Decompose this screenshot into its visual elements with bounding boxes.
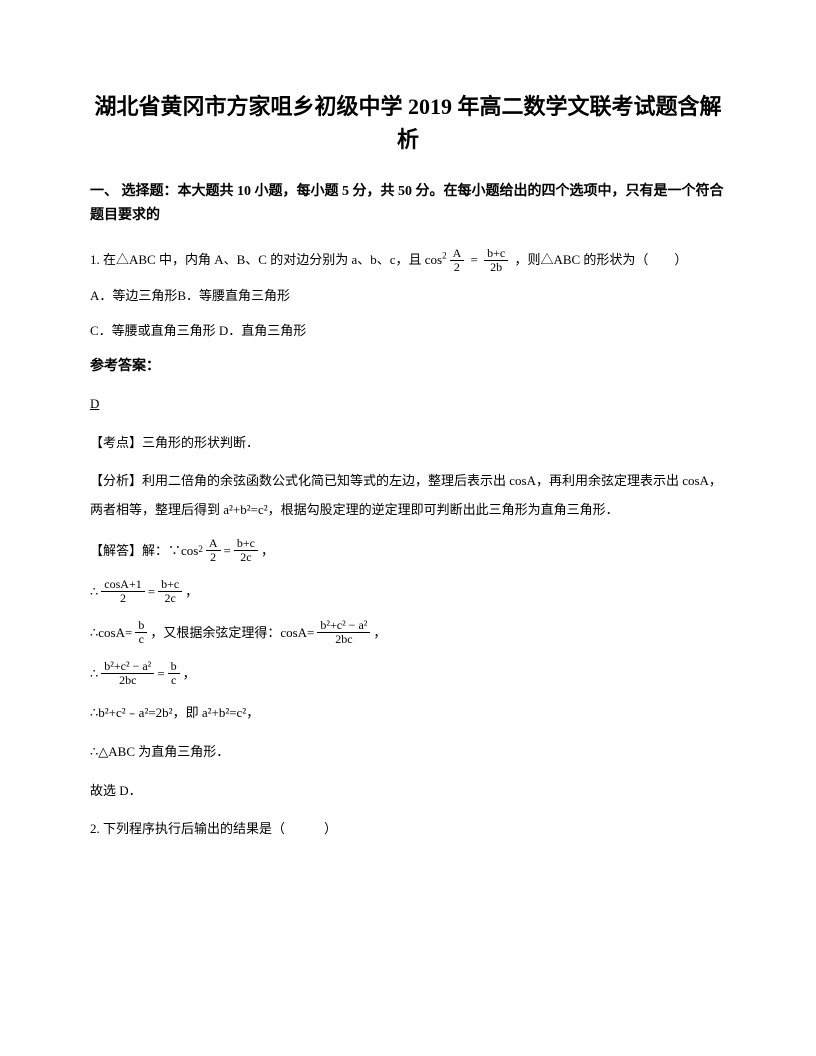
q1-sup1: 2 <box>442 250 447 260</box>
line3-mid: ，又根据余弦定理得：cosA= <box>150 617 314 648</box>
jieda-comma2: ， <box>185 576 198 607</box>
jieda-comma1: ， <box>261 535 274 566</box>
ans-jieda-line2: ∴ cosA+12 = b+c2c ， <box>90 576 726 607</box>
ans-jieda-line4: ∴ b²+c² − a²2bc = bc ， <box>90 658 726 689</box>
exam-title: 湖北省黄冈市方家咀乡初级中学 2019 年高二数学文联考试题含解析 <box>90 90 726 156</box>
jieda-comma3: ， <box>373 617 386 648</box>
jieda-frac2: b+c2c <box>234 537 258 564</box>
therefore2: ∴ <box>90 658 98 689</box>
q1-options-cd: C．等腰或直角三角形 D．直角三角形 <box>90 321 726 342</box>
q1-opt-c: C．等腰或直角三角形 <box>90 323 219 338</box>
jieda-frac7: b²+c² − a²2bc <box>101 660 154 687</box>
q1-suffix: ，则△ABC 的形状为（ ） <box>511 252 687 267</box>
jieda-eq2: = <box>148 576 155 607</box>
question-1: 1. 在△ABC 中，内角 A、B、C 的对边分别为 a、b、c，且 cos2A… <box>90 246 726 275</box>
q1-frac-b: b+c2b <box>484 247 508 274</box>
q1-options-ab: A．等边三角形B．等腰直角三角形 <box>90 286 726 307</box>
jieda-sup: 2 <box>198 539 203 561</box>
answer-letter: D <box>90 390 726 419</box>
ans-fenxi: 【分析】利用二倍角的余弦函数公式化简已知等式的左边，整理后表示出 cosA，再利… <box>90 467 726 524</box>
ans-line7: 故选 D． <box>90 777 726 806</box>
section-header: 一、 选择题：本大题共 10 小题，每小题 5 分，共 50 分。在每小题给出的… <box>90 180 726 228</box>
q1-prefix: 1. 在△ABC 中，内角 A、B、C 的对边分别为 a、b、c，且 cos <box>90 252 442 267</box>
line3-pre: ∴cosA= <box>90 617 132 648</box>
question-2: 2. 下列程序执行后输出的结果是（ ） <box>90 815 726 844</box>
ans-line6: ∴△ABC 为直角三角形． <box>90 738 726 767</box>
q1-frac-a: A2 <box>450 247 465 274</box>
ans-kaodian: 【考点】三角形的形状判断． <box>90 429 726 458</box>
jieda-comma4: ， <box>183 658 196 689</box>
jieda-frac8: bc <box>168 660 180 687</box>
therefore1: ∴ <box>90 576 98 607</box>
jieda-frac3: cosA+12 <box>101 578 144 605</box>
jieda-prefix: 【解答】解：∵cos <box>90 535 198 566</box>
q1-opt-a: A．等边三角形 <box>90 288 177 303</box>
q1-opt-d: D．直角三角形 <box>219 323 306 338</box>
q1-opt-b: B．等腰直角三角形 <box>177 288 290 303</box>
jieda-frac1: A2 <box>206 537 221 564</box>
ans-jieda-line3: ∴cosA= bc ，又根据余弦定理得：cosA= b²+c² − a²2bc … <box>90 617 726 648</box>
jieda-eq1: = <box>224 535 231 566</box>
ans-line5: ∴b²+c²﹣a²=2b²，即 a²+b²=c²， <box>90 699 726 728</box>
answer-label: 参考答案： <box>90 356 726 378</box>
q1-eq: = <box>467 252 481 267</box>
ans-jieda-line1: 【解答】解：∵cos2 A2 = b+c2c ， <box>90 535 726 566</box>
jieda-frac4: b+c2c <box>158 578 182 605</box>
jieda-frac5: bc <box>135 619 147 646</box>
jieda-eq3: = <box>157 658 164 689</box>
jieda-frac6: b²+c² − a²2bc <box>317 619 370 646</box>
